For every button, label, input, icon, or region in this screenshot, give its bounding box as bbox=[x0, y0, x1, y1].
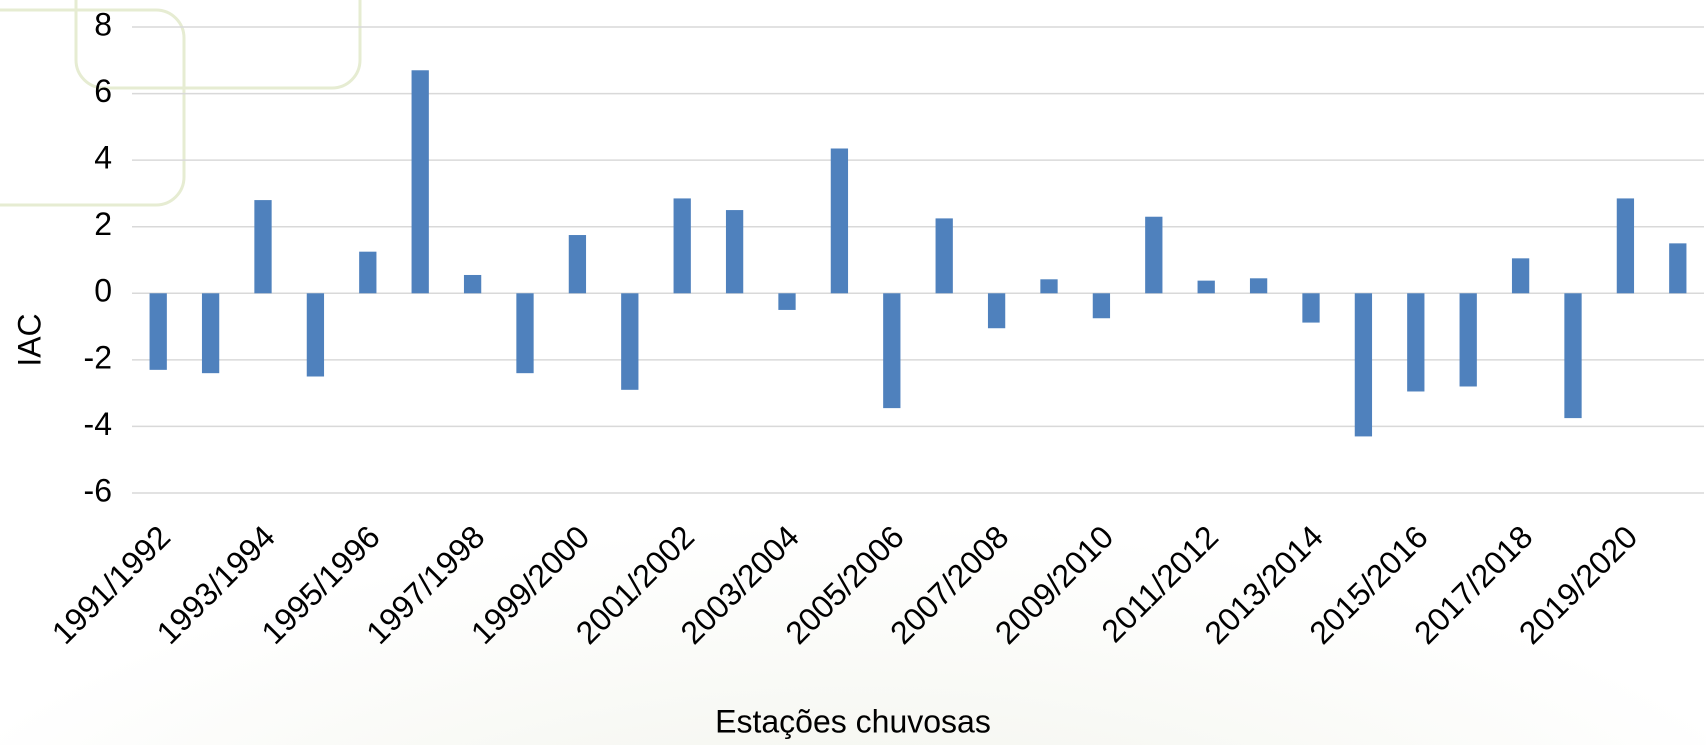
bar bbox=[1407, 293, 1425, 392]
bar bbox=[1459, 293, 1477, 387]
bar bbox=[621, 293, 639, 390]
bar bbox=[149, 293, 167, 370]
decoration bbox=[74, 0, 362, 90]
bar bbox=[725, 210, 744, 294]
y-tick-label: -6 bbox=[84, 472, 112, 508]
bar bbox=[673, 198, 691, 294]
bar bbox=[1354, 293, 1373, 437]
bar bbox=[987, 293, 1006, 329]
y-tick-label: 4 bbox=[94, 140, 112, 176]
y-tick-label: 0 bbox=[94, 273, 112, 309]
bar bbox=[1616, 198, 1635, 294]
bar bbox=[778, 293, 796, 310]
bar bbox=[568, 235, 587, 294]
bar bbox=[1092, 293, 1111, 319]
y-tick-label: -4 bbox=[84, 406, 112, 442]
y-tick-label: -2 bbox=[84, 339, 112, 375]
bar bbox=[883, 293, 901, 409]
bar bbox=[359, 251, 377, 294]
bar bbox=[935, 218, 953, 294]
bar bbox=[306, 293, 325, 377]
y-tick-label: 6 bbox=[94, 73, 112, 109]
bar bbox=[1249, 278, 1268, 294]
bar bbox=[1511, 258, 1530, 294]
y-tick-label: 8 bbox=[94, 6, 112, 42]
y-tick-label: 2 bbox=[94, 206, 112, 242]
bar bbox=[1197, 280, 1215, 294]
bar bbox=[1302, 293, 1320, 323]
bar bbox=[1564, 293, 1582, 419]
bar bbox=[463, 274, 482, 294]
bar bbox=[516, 293, 534, 374]
bar bbox=[1040, 279, 1058, 294]
bar bbox=[1145, 216, 1163, 294]
bar bbox=[411, 70, 429, 294]
x-axis-title: Estações chuvosas bbox=[715, 703, 991, 739]
bar bbox=[1669, 243, 1687, 294]
bar bbox=[201, 293, 220, 374]
bar bbox=[830, 148, 849, 294]
bar bbox=[254, 200, 272, 294]
decoration bbox=[0, 8, 186, 207]
y-axis-title: IAC bbox=[11, 313, 47, 366]
